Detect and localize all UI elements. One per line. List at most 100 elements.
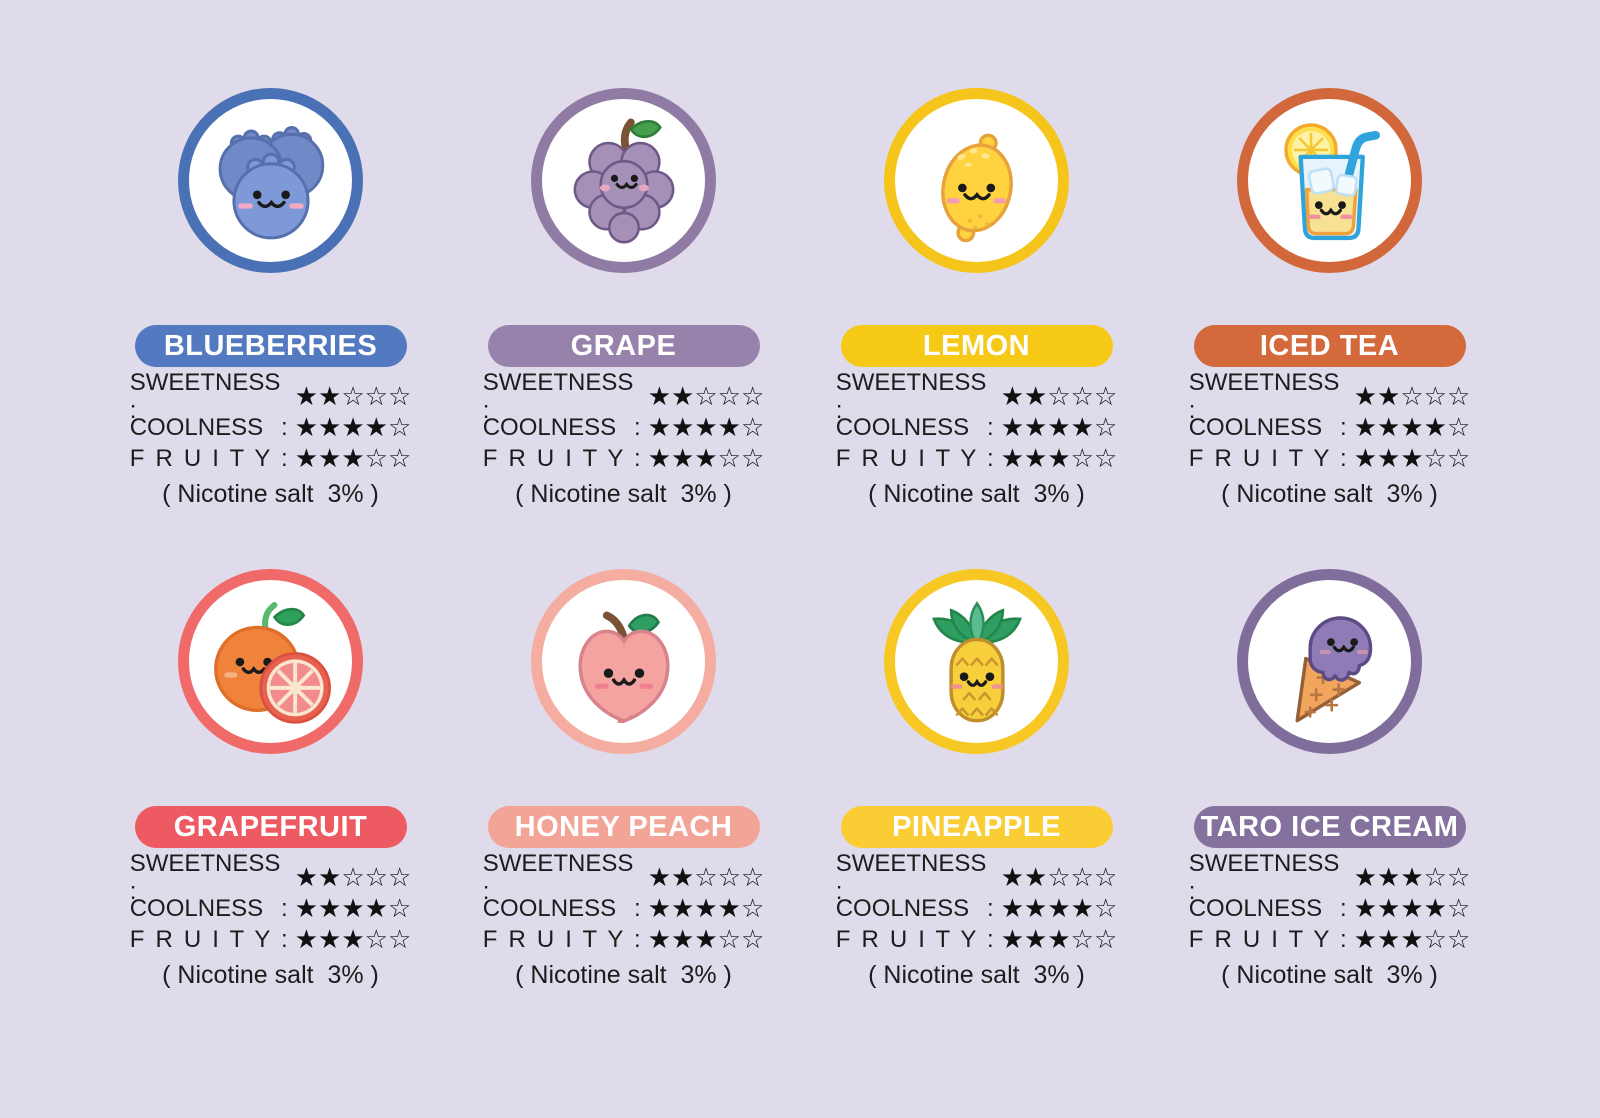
- flavor-badge: HONEY PEACH: [487, 806, 760, 848]
- coolness-stars: ★★★★☆: [1353, 412, 1471, 443]
- fruity-stars: ★★★☆☆: [647, 924, 765, 955]
- sweetness-label: SWEETNESS :: [129, 849, 281, 905]
- coolness-stars: ★★★★☆: [1000, 893, 1118, 924]
- fruity-label: F R U I T Y :: [1188, 444, 1347, 472]
- grapefruit-icon: [213, 601, 331, 724]
- flavor-name: ICED TEA: [1259, 329, 1400, 362]
- fruity-label: F R U I T Y :: [1188, 925, 1347, 953]
- coolness-rating-row: COOLNESS : ★★★★☆: [1189, 893, 1471, 924]
- coolness-label: COOLNESS :: [1188, 413, 1347, 441]
- taro-ice-cream-icon: [1295, 615, 1372, 722]
- flavor-card-honey-peach: HONEY PEACH SWEETNESS : ★★☆☆☆ COOLNESS :…: [447, 569, 800, 990]
- flavor-stats: SWEETNESS : ★★☆☆☆ COOLNESS : ★★★★☆ F R U…: [129, 850, 412, 955]
- fruity-stars: ★★★☆☆: [647, 443, 765, 474]
- fruity-stars: ★★★☆☆: [294, 924, 412, 955]
- coolness-label: COOLNESS :: [129, 894, 288, 922]
- fruity-rating-row: F R U I T Y : ★★★☆☆: [1189, 443, 1471, 474]
- coolness-stars: ★★★★☆: [294, 412, 412, 443]
- fruity-label: F R U I T Y :: [129, 444, 288, 472]
- lemon-icon: [940, 133, 1013, 242]
- grape-icon: [573, 117, 674, 244]
- fruity-stars: ★★★☆☆: [1353, 924, 1471, 955]
- sweetness-label: SWEETNESS :: [482, 849, 634, 905]
- flavor-badge: TARO ICE CREAM: [1193, 806, 1466, 848]
- sweetness-rating-row: SWEETNESS : ★★☆☆☆: [483, 369, 765, 424]
- nicotine-label: ( Nicotine salt 3% ): [515, 961, 732, 989]
- blueberries-icon: [218, 125, 324, 239]
- sweetness-rating-row: SWEETNESS : ★★☆☆☆: [483, 850, 765, 905]
- flavor-name: GRAPE: [570, 329, 677, 362]
- honey-peach-icon: [578, 611, 669, 723]
- fruity-rating-row: F R U I T Y : ★★★☆☆: [130, 443, 412, 474]
- coolness-rating-row: COOLNESS : ★★★★☆: [483, 893, 765, 924]
- fruity-rating-row: F R U I T Y : ★★★☆☆: [1189, 924, 1471, 955]
- flavor-name: GRAPEFRUIT: [173, 810, 368, 843]
- flavor-name: LEMON: [922, 329, 1031, 362]
- coolness-rating-row: COOLNESS : ★★★★☆: [836, 893, 1118, 924]
- pineapple-icon: [931, 600, 1022, 722]
- fruity-stars: ★★★☆☆: [1000, 443, 1118, 474]
- flavor-icon-ring: [531, 88, 716, 273]
- coolness-stars: ★★★★☆: [647, 893, 765, 924]
- sweetness-label: SWEETNESS :: [129, 368, 281, 424]
- flavor-icon-ring: [1237, 569, 1422, 754]
- flavor-name: PINEAPPLE: [892, 810, 1061, 843]
- coolness-rating-row: COOLNESS : ★★★★☆: [130, 412, 412, 443]
- flavor-stats: SWEETNESS : ★★☆☆☆ COOLNESS : ★★★★☆ F R U…: [836, 850, 1118, 955]
- flavor-card-taro-ice-cream: TARO ICE CREAM SWEETNESS : ★★★☆☆ COOLNES…: [1153, 569, 1506, 990]
- flavor-stats: SWEETNESS : ★★☆☆☆ COOLNESS : ★★★★☆ F R U…: [1189, 369, 1471, 474]
- flavor-icon-ring: [884, 88, 1069, 273]
- fruity-label: F R U I T Y :: [835, 444, 994, 472]
- flavor-name: HONEY PEACH: [514, 810, 733, 843]
- flavor-icon-ring: [178, 88, 363, 273]
- flavor-name: BLUEBERRIES: [163, 329, 378, 362]
- coolness-label: COOLNESS :: [482, 894, 641, 922]
- coolness-stars: ★★★★☆: [1353, 893, 1471, 924]
- nicotine-label: ( Nicotine salt 3% ): [515, 480, 732, 508]
- sweetness-rating-row: SWEETNESS : ★★☆☆☆: [130, 369, 412, 424]
- sweetness-stars: ★★☆☆☆: [294, 862, 412, 893]
- sweetness-label: SWEETNESS :: [835, 368, 987, 424]
- fruity-stars: ★★★☆☆: [1000, 924, 1118, 955]
- sweetness-stars: ★★☆☆☆: [1000, 862, 1118, 893]
- nicotine-label: ( Nicotine salt 3% ): [162, 480, 379, 508]
- fruity-label: F R U I T Y :: [129, 925, 288, 953]
- flavor-stats: SWEETNESS : ★★★☆☆ COOLNESS : ★★★★☆ F R U…: [1189, 850, 1471, 955]
- fruity-rating-row: F R U I T Y : ★★★☆☆: [836, 443, 1118, 474]
- nicotine-label: ( Nicotine salt 3% ): [868, 480, 1085, 508]
- flavor-name: TARO ICE CREAM: [1200, 810, 1459, 843]
- flavor-badge: GRAPEFRUIT: [134, 806, 407, 848]
- flavor-badge: PINEAPPLE: [840, 806, 1113, 848]
- flavor-grid: BLUEBERRIES SWEETNESS : ★★☆☆☆ COOLNESS :…: [94, 88, 1506, 990]
- sweetness-label: SWEETNESS :: [835, 849, 987, 905]
- sweetness-stars: ★★☆☆☆: [1353, 381, 1471, 412]
- fruity-rating-row: F R U I T Y : ★★★☆☆: [483, 924, 765, 955]
- sweetness-stars: ★★★☆☆: [1353, 862, 1471, 893]
- coolness-label: COOLNESS :: [1188, 894, 1347, 922]
- sweetness-label: SWEETNESS :: [482, 368, 634, 424]
- flavor-icon-ring: [884, 569, 1069, 754]
- sweetness-stars: ★★☆☆☆: [1000, 381, 1118, 412]
- flavor-stats: SWEETNESS : ★★☆☆☆ COOLNESS : ★★★★☆ F R U…: [130, 369, 412, 474]
- coolness-rating-row: COOLNESS : ★★★★☆: [1189, 412, 1471, 443]
- sweetness-label: SWEETNESS :: [1188, 849, 1340, 905]
- coolness-label: COOLNESS :: [835, 894, 994, 922]
- coolness-stars: ★★★★☆: [647, 412, 765, 443]
- sweetness-rating-row: SWEETNESS : ★★☆☆☆: [836, 850, 1118, 905]
- flavor-stats: SWEETNESS : ★★☆☆☆ COOLNESS : ★★★★☆ F R U…: [483, 369, 765, 474]
- fruity-label: F R U I T Y :: [482, 925, 641, 953]
- flavor-card-pineapple: PINEAPPLE SWEETNESS : ★★☆☆☆ COOLNESS : ★…: [800, 569, 1153, 990]
- fruity-rating-row: F R U I T Y : ★★★☆☆: [483, 443, 765, 474]
- coolness-stars: ★★★★☆: [294, 893, 412, 924]
- coolness-rating-row: COOLNESS : ★★★★☆: [483, 412, 765, 443]
- flavor-card-blueberries: BLUEBERRIES SWEETNESS : ★★☆☆☆ COOLNESS :…: [94, 88, 447, 509]
- coolness-stars: ★★★★☆: [1000, 412, 1118, 443]
- flavor-badge: GRAPE: [487, 325, 760, 367]
- fruity-rating-row: F R U I T Y : ★★★☆☆: [836, 924, 1118, 955]
- coolness-label: COOLNESS :: [482, 413, 641, 441]
- sweetness-stars: ★★☆☆☆: [647, 381, 765, 412]
- nicotine-label: ( Nicotine salt 3% ): [1221, 961, 1438, 989]
- flavor-icon-ring: [178, 569, 363, 754]
- coolness-rating-row: COOLNESS : ★★★★☆: [836, 412, 1118, 443]
- nicotine-label: ( Nicotine salt 3% ): [868, 961, 1085, 989]
